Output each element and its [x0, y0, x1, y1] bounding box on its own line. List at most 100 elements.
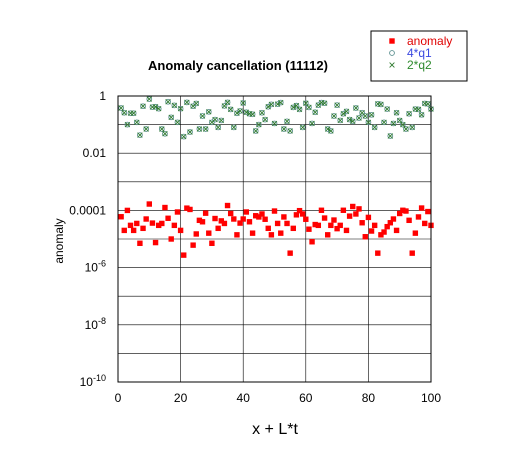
data-point	[177, 105, 184, 112]
x-tick-label: 40	[237, 391, 251, 405]
data-point	[152, 104, 159, 110]
data-point	[371, 124, 378, 131]
data-point	[130, 227, 137, 234]
data-point	[262, 216, 268, 222]
data-point	[249, 230, 256, 236]
data-point	[227, 210, 234, 217]
legend-marker	[389, 38, 395, 44]
data-point	[212, 215, 218, 222]
data-point	[118, 214, 124, 220]
data-point	[171, 102, 178, 109]
data-point	[406, 110, 412, 117]
data-point	[234, 110, 240, 116]
data-point	[406, 111, 412, 117]
data-point	[146, 96, 153, 102]
data-point	[365, 119, 372, 126]
data-point	[240, 216, 246, 222]
data-point	[328, 128, 334, 134]
data-point	[209, 119, 215, 126]
data-point	[425, 101, 431, 107]
data-point	[174, 209, 181, 215]
data-point	[252, 128, 259, 134]
data-point	[143, 126, 149, 132]
data-point	[362, 113, 368, 119]
data-point	[209, 240, 215, 246]
data-point	[227, 106, 234, 113]
data-point	[293, 212, 300, 218]
data-point	[134, 220, 140, 227]
data-point	[199, 113, 206, 119]
data-point	[290, 104, 296, 111]
data-point	[212, 116, 218, 123]
data-point	[287, 128, 293, 134]
data-point	[381, 119, 387, 126]
data-point	[327, 128, 334, 134]
data-point	[168, 236, 174, 242]
data-point	[277, 99, 284, 106]
data-point	[231, 124, 237, 131]
data-point	[425, 208, 431, 215]
data-point	[234, 232, 240, 238]
y-tick-label: 10-8	[85, 316, 106, 332]
data-point	[165, 99, 171, 105]
data-point	[393, 109, 400, 116]
data-point	[224, 202, 231, 209]
data-point	[296, 106, 303, 113]
x-tick-label: 20	[174, 391, 188, 405]
data-point	[196, 126, 203, 132]
data-point	[224, 99, 231, 106]
data-point	[256, 121, 262, 128]
data-point	[174, 119, 181, 126]
data-point	[343, 108, 350, 115]
data-point	[418, 112, 425, 118]
data-point	[143, 126, 150, 132]
data-point	[281, 126, 287, 132]
legend-label: 2*q2	[407, 58, 432, 72]
data-point	[256, 121, 262, 128]
data-point	[350, 203, 356, 210]
x-ticks: 0 20 40 60 80 100	[115, 391, 442, 405]
data-point	[262, 116, 268, 123]
data-point	[146, 96, 153, 102]
data-point	[387, 133, 394, 139]
data-point	[409, 250, 415, 256]
data-point	[187, 129, 193, 135]
data-point	[184, 99, 190, 106]
data-point	[403, 208, 409, 214]
data-point	[177, 105, 184, 112]
data-point	[337, 117, 344, 124]
data-point	[412, 230, 419, 236]
series-4*q1	[118, 96, 434, 140]
y-tick-label: 0.01	[83, 146, 107, 160]
data-point	[184, 205, 190, 211]
data-point	[159, 220, 165, 227]
data-point	[378, 101, 384, 108]
data-point	[243, 109, 250, 116]
data-point	[274, 101, 281, 107]
data-point	[321, 100, 328, 106]
data-point	[274, 101, 281, 107]
data-point	[340, 207, 347, 213]
data-point	[134, 119, 140, 126]
plot-frame	[117, 95, 432, 383]
data-point	[184, 99, 190, 106]
data-point	[312, 109, 319, 116]
data-point	[137, 240, 143, 246]
data-point	[312, 109, 318, 115]
data-point	[118, 105, 124, 111]
y-tick-label: 10-6	[85, 259, 106, 275]
data-point	[381, 119, 387, 126]
data-point	[399, 121, 406, 128]
data-point	[418, 205, 425, 211]
data-point	[378, 232, 384, 238]
data-point	[127, 222, 134, 229]
data-point	[368, 112, 375, 118]
data-point	[155, 105, 162, 112]
data-point	[187, 129, 193, 135]
data-point	[124, 121, 131, 128]
data-point	[331, 217, 337, 223]
data-point	[306, 104, 312, 111]
data-point	[268, 101, 275, 108]
data-point	[315, 222, 322, 229]
